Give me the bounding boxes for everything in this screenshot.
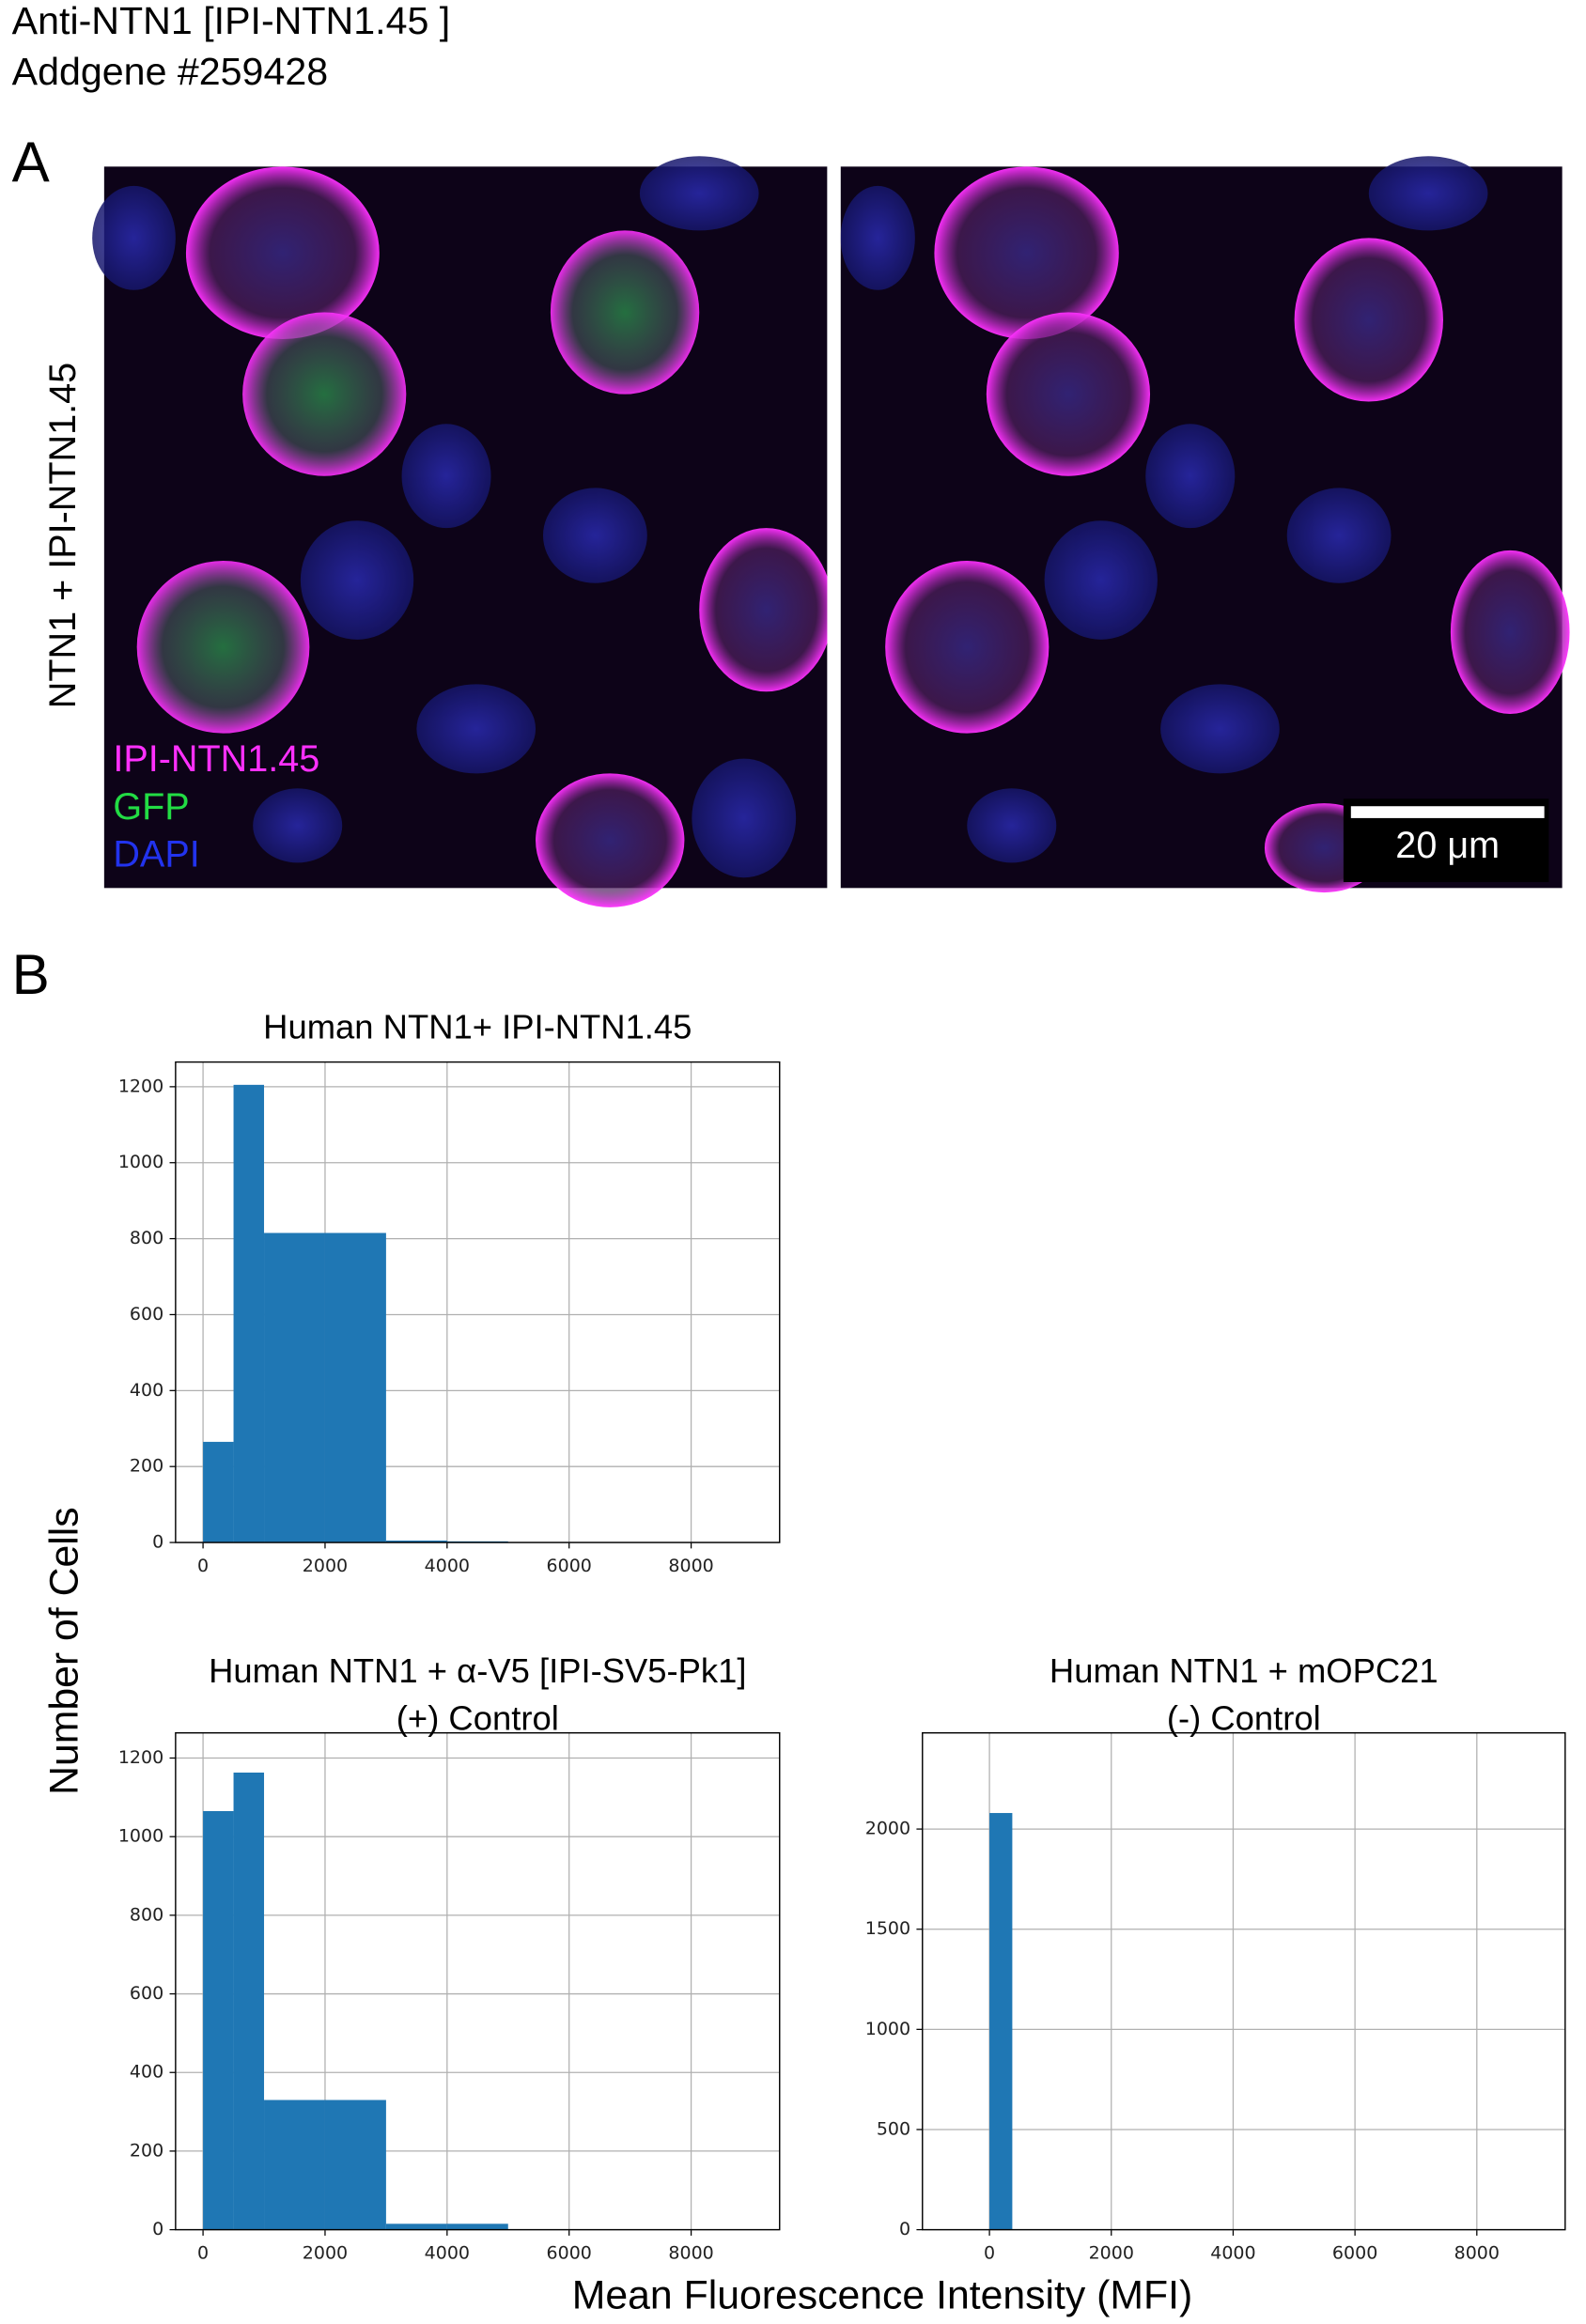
y-tick-label: 800 [130,1904,163,1925]
x-tick-label: 6000 [1332,2242,1377,2263]
bar [446,2223,508,2230]
y-tick-label: 1200 [118,1747,163,1768]
y-tick-label: 1000 [118,1152,163,1172]
legend-label: DAPI [113,834,199,875]
x-axis-label: Mean Fluorescence Intensity (MFI) [572,2273,1192,2318]
x-tick-label: 4000 [425,2242,470,2263]
plot-frame [922,1732,1566,2231]
bar [233,1084,265,1543]
bar [385,2223,447,2230]
micrograph-left: IPI-NTN1.45 GFP DAPI [92,156,833,907]
histogram: Human NTN1+ IPI-NTN1.450 2000 4000 6000 8000… [118,1007,781,1576]
y-tick-label: 0 [152,1532,163,1553]
x-tick-label: 2000 [1089,2242,1134,2263]
bar [385,1541,447,1543]
y-tick-label: 600 [130,1304,163,1325]
y-tick-label: 600 [130,1983,163,2004]
x-tick-label: 6000 [547,2242,592,2263]
y-tick-label: 500 [877,2118,910,2139]
y-tick-label: 200 [130,1456,163,1477]
x-tick-label: 0 [197,1556,209,1576]
header-subtitle: Addgene #259428 [12,50,328,93]
y-tick-label: 1500 [865,1918,910,1939]
x-tick-label: 2000 [303,2242,348,2263]
header-title: Anti-NTN1 [IPI-NTN1.45 ] [12,0,451,42]
y-tick-label: 400 [130,2062,163,2083]
micrograph-right: 20 μm [840,156,1570,893]
x-tick-label: 8000 [668,1556,713,1576]
x-tick-label: 0 [984,2242,995,2263]
y-tick-label: 2000 [865,1819,910,1839]
x-tick-label: 0 [197,2242,209,2263]
bar [264,2099,325,2230]
y-tick-label: 1000 [118,1826,163,1847]
bar [989,1813,1013,2230]
chart-title: Human NTN1+ IPI-NTN1.45 [263,1007,692,1046]
chart-title: (+) Control [396,1699,559,1738]
panel-label: A [12,131,50,194]
bar [203,1441,234,1543]
y-tick-label: 1200 [118,1076,163,1096]
plot-frame [175,1061,781,1543]
y-tick-label: 400 [130,1380,163,1401]
histogram: Human NTN1 + mOPC21 (-) Control 0 2000 4000 6… [865,1651,1566,2263]
histogram: Human NTN1 + α-V5 [IPI-SV5-Pk1] (+) Contr… [118,1651,781,2263]
y-tick-label: 1000 [865,2019,910,2039]
x-tick-label: 4000 [1210,2242,1255,2263]
bar [233,1772,265,2230]
bar [324,1232,386,1543]
x-tick-label: 8000 [668,2242,713,2263]
chart-title: (-) Control [1167,1699,1321,1738]
x-tick-label: 6000 [547,1556,592,1576]
y-axis-label: Number of Cells [42,1507,87,1794]
x-tick-label: 4000 [425,1556,470,1576]
bar [203,1810,234,2230]
x-tick-label: 2000 [303,1556,348,1576]
chart-title: Human NTN1 + α-V5 [IPI-SV5-Pk1] [209,1651,746,1690]
y-tick-label: 200 [130,2140,163,2161]
y-tick-label: 0 [152,2219,163,2239]
y-tick-label: 0 [899,2219,910,2239]
x-tick-label: 8000 [1454,2242,1500,2263]
chart-title: Human NTN1 + mOPC21 [1050,1651,1438,1690]
bar [324,2099,386,2230]
panel-label: B [12,943,50,1006]
bar [264,1232,325,1543]
row-label: NTN1 + IPI-NTN1.45 [42,363,84,708]
scale-bar-label: 20 μm [1395,825,1500,866]
plot-frame [175,1732,781,2231]
legend-label: GFP [113,786,189,828]
legend-label: IPI-NTN1.45 [113,738,319,780]
y-tick-label: 800 [130,1228,163,1248]
